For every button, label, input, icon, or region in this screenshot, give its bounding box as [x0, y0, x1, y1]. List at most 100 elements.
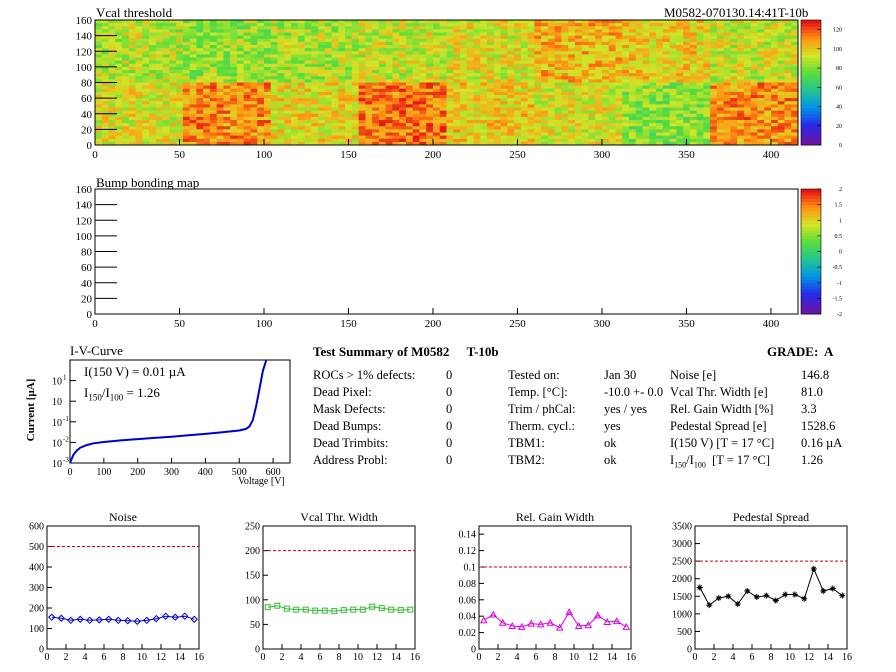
vcal-cell — [622, 70, 630, 74]
vcal-cell — [588, 82, 596, 87]
vcal-cell — [372, 88, 380, 93]
bump-map-frame — [94, 188, 799, 315]
vcal-cell — [392, 88, 400, 93]
vcal-xtick-label: 250 — [509, 149, 526, 161]
vcal-cell — [358, 26, 366, 30]
vcal-cell — [507, 76, 515, 80]
vcal-cell — [345, 60, 353, 65]
gain-width-point — [574, 621, 583, 630]
vcal-cell — [304, 126, 312, 130]
vcal-cell — [656, 141, 664, 146]
vcal-cell — [216, 45, 224, 49]
vcal-cell — [615, 79, 623, 83]
vcal-cell — [743, 60, 752, 65]
vcal-cell — [514, 126, 522, 130]
vcal-cell — [426, 23, 434, 27]
vcal-cell — [311, 60, 319, 65]
vcal-cell — [493, 79, 501, 83]
vcal-cell — [297, 141, 305, 146]
vcal-cell — [547, 113, 556, 118]
noise-xtick-label: 0 — [45, 652, 50, 663]
vcal-cell — [392, 29, 400, 33]
vcal-cell — [460, 32, 468, 37]
gain-width-point — [565, 608, 574, 616]
vcal-cell — [689, 104, 698, 108]
vcal-cell — [95, 132, 103, 137]
vcal-cell — [216, 113, 224, 118]
vcal-cell — [216, 35, 224, 40]
vcal-cell — [162, 79, 170, 83]
vcal-cell — [223, 135, 231, 140]
vcal-cell — [331, 38, 339, 43]
vcal-cell — [358, 38, 366, 43]
vcal-cell — [270, 35, 278, 40]
vcal-ytick-label: 80 — [81, 78, 93, 90]
vcal-cell — [473, 98, 481, 102]
vcal-cell — [534, 66, 542, 71]
vcal-cell — [764, 107, 772, 112]
vcal-palette-band — [801, 54, 821, 58]
vcal-cell — [338, 51, 346, 55]
vcal-cell — [561, 38, 569, 43]
vcal-cell — [710, 107, 718, 112]
vcal-cell — [250, 85, 258, 90]
vcal-cell — [223, 141, 231, 146]
vcal-cell — [311, 132, 319, 137]
defect-value: 0 — [446, 402, 453, 416]
vcal-cell — [642, 110, 650, 115]
vcal-cell — [169, 88, 177, 93]
vcal-cell — [676, 104, 684, 108]
vcal-cell — [169, 20, 177, 24]
vcal-cell — [209, 26, 218, 30]
defects-list: ROCs > 1% defects: 0 Dead Pixel: 0 Mask Defe… — [313, 367, 463, 469]
vcal-cell — [439, 126, 447, 130]
vcal-cell — [473, 51, 481, 55]
vcal-cell — [757, 48, 765, 52]
vcal-cell — [122, 107, 130, 112]
vcal-cell — [378, 95, 387, 99]
vcal-cell — [554, 73, 562, 77]
vcal-cell — [480, 104, 488, 108]
vcal-cell — [155, 141, 163, 146]
vcal-cell — [311, 91, 319, 96]
vcal-cell — [432, 79, 441, 83]
vcal-cell — [730, 132, 738, 137]
vcal-cell — [169, 101, 177, 105]
vcal-cell — [263, 35, 272, 40]
vcal-cell — [101, 85, 109, 90]
vcal-cell — [243, 126, 251, 130]
vcal-cell — [696, 79, 704, 83]
vcal-cell — [500, 79, 508, 83]
vcal-cell — [203, 73, 211, 77]
vcal-cell — [622, 101, 630, 105]
iv-xlabel: Voltage [V] — [238, 476, 285, 487]
vcal-cell — [791, 38, 799, 43]
vcal-cell — [365, 129, 373, 133]
vcal-cell — [595, 45, 603, 49]
vcal-cell — [358, 60, 366, 65]
vcal-cell — [750, 116, 758, 121]
vcal-cell — [426, 132, 434, 137]
vcal-cell — [676, 26, 684, 30]
vcal-cell — [291, 88, 299, 93]
vcal-cell — [378, 101, 387, 105]
vcal-cell — [331, 91, 339, 96]
vcal-cell — [291, 35, 299, 40]
vcal-cell — [642, 48, 650, 52]
vcal-cell — [169, 26, 177, 30]
bump-xtick-label: 50 — [174, 318, 186, 330]
vcal-cell — [622, 35, 630, 40]
vcal-cell — [149, 88, 157, 93]
vcal-cell — [777, 57, 785, 62]
vcal-cell — [182, 82, 191, 87]
vcal-cell — [723, 135, 731, 140]
vcal-cell — [405, 70, 414, 74]
vcal-cell — [311, 73, 319, 77]
vcal-cell — [378, 26, 387, 30]
vcal-cell — [95, 91, 103, 96]
vcal-cell — [737, 54, 745, 58]
vcal-cell — [230, 95, 238, 99]
vcal-cell — [710, 98, 718, 102]
vcal-cell — [541, 54, 549, 58]
vcal-cell — [791, 57, 799, 62]
